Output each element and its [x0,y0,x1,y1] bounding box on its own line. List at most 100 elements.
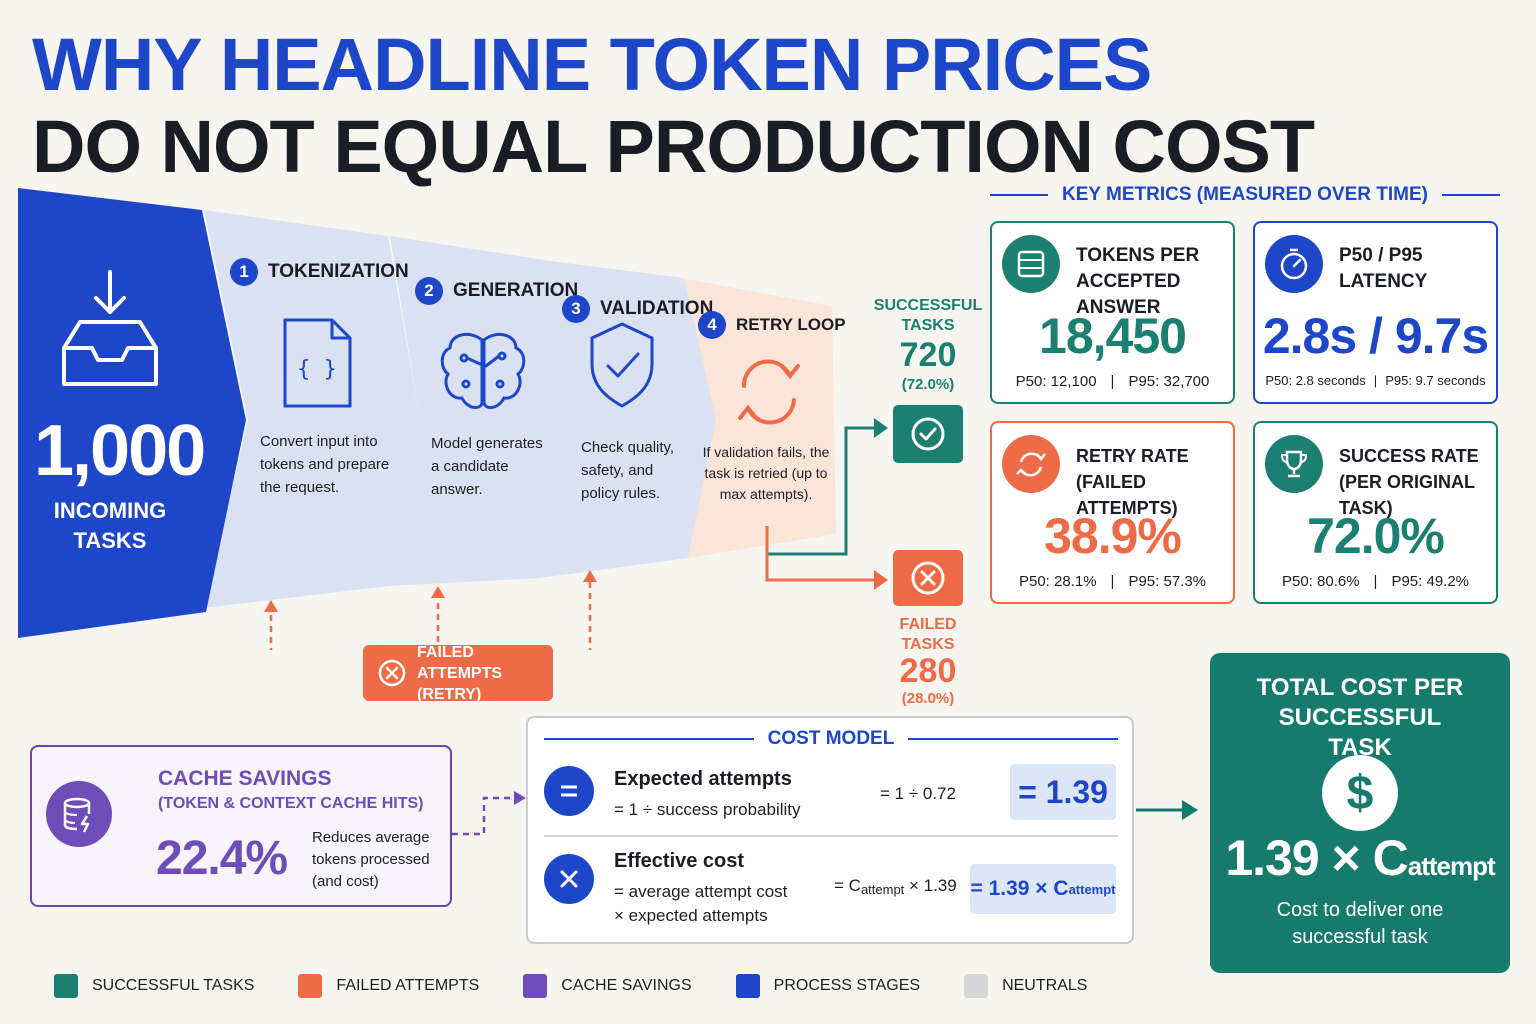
metric-label: SUCCESS RATE (PER ORIGINAL TASK) [1339,446,1479,518]
cost-model-card: COST MODEL Expected attempts = 1 ÷ succe… [526,716,1134,944]
stage-3-description: Check quality, safety, and policy rules. [581,439,675,502]
metric-label: RETRY RATE (FAILED ATTEMPTS) [1076,446,1189,518]
stage-3-number: 3 [562,295,590,323]
divider [990,194,1049,196]
metric-p95: P95: 32,700 [1128,373,1210,390]
retry-icon [1002,435,1060,493]
legend-swatch [523,974,548,998]
successful-tasks-box [893,405,963,463]
divider [1441,194,1500,196]
brain-circuit-icon [440,332,526,409]
legend-swatch [298,974,323,998]
effective-cost-title: Effective cost [614,850,745,872]
metric-p50: P50: 2.8 seconds [1265,373,1366,388]
expected-attempts-title: Expected attempts [614,768,792,790]
title-line-1: WHY HEADLINE TOKEN PRICES [32,23,1152,106]
cost-model-title: COST MODEL [767,728,895,749]
key-metrics-header: KEY METRICS (MEASURED OVER TIME) [990,184,1500,206]
svg-text:{ }: { } [297,357,337,382]
stage-3-name: VALIDATION [600,298,714,319]
expected-attempts-result: = 1.39 [1010,764,1116,820]
incoming-count: 1,000 [34,411,206,491]
failed-tasks-box [893,550,963,606]
cache-savings-title: CACHE SAVINGS [158,767,332,790]
expected-attempts-calc: = 1 ÷ 0.72 [880,784,956,803]
metric-p95: P95: 49.2% [1391,573,1470,590]
metric-card-latency: P50 / P95 LATENCY 2.8s / 9.7s P50: 2.8 s… [1253,221,1498,404]
dollar-icon: $ [1322,755,1398,831]
effective-cost-calc: = Cattempt × 1.39 [834,876,957,897]
separator: | [1110,373,1115,390]
shield-check-icon [590,322,654,408]
successful-tasks-label: SUCCESSFUL TASKS [873,297,983,334]
cache-savings-description: Reduces average tokens processed (and co… [312,829,430,890]
retry-feedback-lines [269,578,592,650]
metric-p50: P50: 80.6% [1281,573,1360,590]
incoming-arrow-icon [200,400,235,424]
failed-attempts-pill: FAILED ATTEMPTS (RETRY) [363,644,553,703]
x-circle-icon [911,561,945,595]
stage-4-number: 4 [698,311,726,339]
stage-1-description: Convert input into tokens and prepare th… [260,433,390,496]
incoming-label: INCOMING TASKS [53,498,167,553]
effective-cost-formula: = average attempt cost [614,882,788,901]
cache-savings-value: 22.4% [156,832,288,885]
failed-attempts-label: FAILED ATTEMPTS (RETRY) [417,643,503,703]
stopwatch-icon [1265,235,1323,293]
stage-2-header: 2 GENERATION [415,277,578,305]
legend-item: PROCESS STAGES [735,974,920,998]
stage-1-name: TOKENIZATION [268,261,409,282]
metric-value: 2.8s / 9.7s [1262,308,1489,364]
cost-to-total-arrow [1136,800,1198,820]
metric-p50: P50: 28.1% [1018,573,1097,590]
total-cost-title: TOTAL COST PER SUCCESSFUL TASK [1256,674,1464,761]
stage-1-panel [204,210,420,608]
cache-savings-subtitle: (TOKEN & CONTEXT CACHE HITS) [158,795,424,812]
stage-1-header: 1 TOKENIZATION [230,258,409,286]
token-stack-icon [1002,235,1060,293]
x-circle-icon [378,659,406,687]
database-bolt-icon [46,781,112,847]
stage-1-number: 1 [230,258,258,286]
separator: | [1373,373,1378,388]
legend-item: FAILED ATTEMPTS [298,974,479,998]
stage-3-panel [540,260,716,578]
metric-value: 72.0% [1307,508,1445,564]
metric-p95: P95: 9.7 seconds [1385,373,1486,388]
trophy-icon [1265,435,1323,493]
metric-card-tokens: TOKENS PER ACCEPTED ANSWER 18,450 P50: 1… [990,221,1235,404]
legend-item: SUCCESSFUL TASKS [54,974,254,998]
cache-to-cost-arrow [452,791,526,836]
stage-2-description: Model generates a candidate answer. [431,435,543,498]
metric-value: 38.9% [1044,508,1182,564]
failure-connector [765,526,876,582]
title-line-2: DO NOT EQUAL PRODUCTION COST [32,105,1315,188]
metric-card-success-rate: SUCCESS RATE (PER ORIGINAL TASK) 72.0% P… [1253,421,1498,604]
successful-tasks-pct: (72.0%) [901,376,955,393]
stage-2-panel [388,236,572,586]
separator: | [1373,573,1378,590]
metric-p50: P50: 12,100 [1015,373,1097,390]
metric-p95: P95: 57.3% [1128,573,1207,590]
incoming-panel [18,188,246,638]
stage-2-number: 2 [415,277,443,305]
metric-label: TOKENS PER ACCEPTED ANSWER [1076,245,1200,318]
pipeline-diagram: { } [18,188,880,650]
stage-3-header: 3 VALIDATION [562,295,713,323]
document-code-icon: { } [283,318,352,408]
retry-icon [738,359,800,425]
total-cost-card: TOTAL COST PER SUCCESSFUL TASK $ 1.39 × … [1210,653,1510,973]
key-metrics-title: KEY METRICS (MEASURED OVER TIME) [1062,184,1428,205]
stage-4-description: If validation fails, the task is retried… [702,444,830,502]
total-cost-value: 1.39 × Cattempt [1225,830,1495,886]
inbox-download-icon [62,270,158,386]
stage-2-name: GENERATION [453,280,579,301]
legend-swatch [735,974,760,998]
stage-4-name: RETRY LOOP [736,315,846,334]
failure-arrowhead [874,570,888,590]
failed-tasks-count: 280 [899,652,957,690]
cache-savings-card: CACHE SAVINGS (TOKEN & CONTEXT CACHE HIT… [30,745,452,907]
total-cost-description: Cost to deliver one successful task [1276,899,1444,948]
divider [544,738,754,740]
